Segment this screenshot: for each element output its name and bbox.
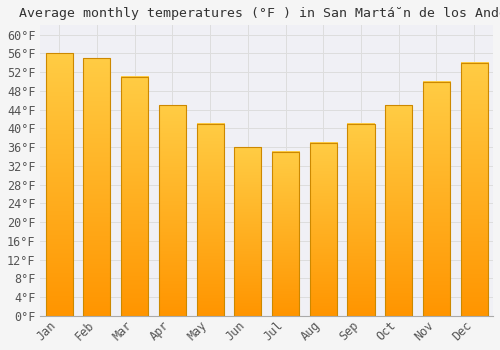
Bar [121, 77, 148, 316]
Bar [348, 124, 374, 316]
Bar [310, 142, 337, 316]
Title: Average monthly temperatures (°F ) in San Martá̆n de los Andes: Average monthly temperatures (°F ) in Sa… [18, 7, 500, 20]
Bar [272, 152, 299, 316]
Bar [46, 54, 73, 316]
Bar [234, 147, 262, 316]
Bar [423, 82, 450, 316]
Bar [84, 58, 110, 316]
Bar [196, 124, 224, 316]
Bar [460, 63, 488, 316]
Bar [385, 105, 412, 316]
Bar [159, 105, 186, 316]
